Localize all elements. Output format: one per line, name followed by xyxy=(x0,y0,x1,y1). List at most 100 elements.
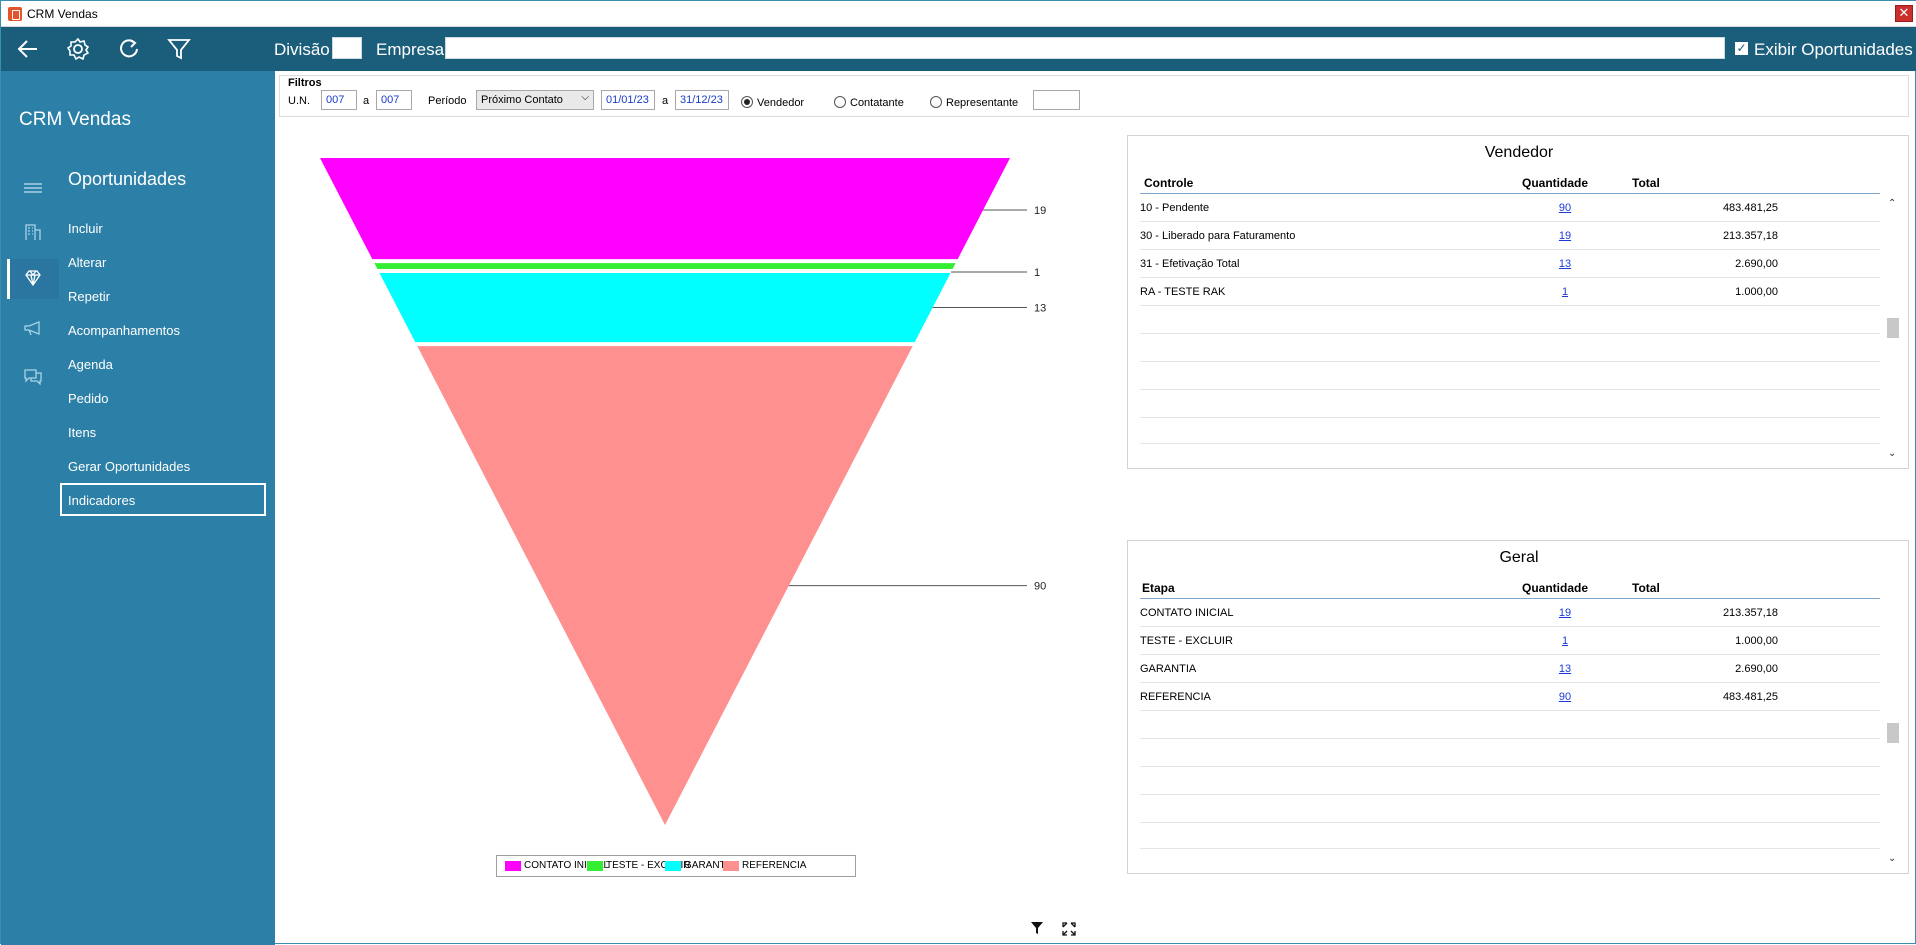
menu-icon[interactable] xyxy=(23,179,43,197)
table-row[interactable]: 31 - Efetivação Total 13 2.690,00 xyxy=(1140,250,1880,278)
legend-label-referencia: REFERENCIA xyxy=(742,860,807,871)
sidebar-item-itens[interactable]: Itens xyxy=(68,425,97,440)
vendedor-cell-total: 483.481,25 xyxy=(1722,202,1778,214)
scroll-down-icon[interactable]: ⌄ xyxy=(1888,853,1897,864)
geral-header-quantidade[interactable]: Quantidade xyxy=(1522,581,1589,595)
window-title: CRM Vendas xyxy=(27,7,98,21)
date-to-input[interactable]: 31/12/23 xyxy=(675,90,729,110)
geral-cell-quantidade-link[interactable]: 13 xyxy=(1558,663,1572,675)
sidebar-item-gerar-oportunidades[interactable]: Gerar Oportunidades xyxy=(68,459,191,474)
radio-vendedor-label: Vendedor xyxy=(757,97,805,109)
filter-icon[interactable] xyxy=(166,36,192,62)
funnel-segment-contato-inicial[interactable] xyxy=(320,158,1010,260)
radio-contatante[interactable] xyxy=(834,96,846,108)
table-row[interactable]: RA - TESTE RAK 1 1.000,00 xyxy=(1140,278,1880,306)
legend-swatch-teste-excluir xyxy=(587,861,603,871)
funnel-segment-garantia[interactable] xyxy=(379,272,951,343)
diamond-icon[interactable] xyxy=(23,269,43,287)
exibir-oportunidades-checkbox[interactable]: ✓ xyxy=(1735,41,1748,55)
chart-tools xyxy=(1031,922,1076,936)
radio-representante-label: Representante xyxy=(946,97,1019,109)
chart-legend: CONTATO INICIAL TESTE - EXCLUIR GARANTIA… xyxy=(496,855,856,877)
refresh-icon[interactable] xyxy=(116,36,142,62)
sidebar-item-agenda[interactable]: Agenda xyxy=(68,357,113,372)
filters-title: Filtros xyxy=(288,77,322,89)
sidebar-item-incluir[interactable]: Incluir xyxy=(68,221,103,236)
table-row[interactable]: 30 - Liberado para Faturamento 19 213.35… xyxy=(1140,222,1880,250)
funnel-segment-referencia[interactable] xyxy=(417,346,913,825)
divisao-label: Divisão xyxy=(274,40,330,59)
data-label: 1 xyxy=(1034,267,1040,279)
top-toolbar: Divisão Empresa ✓ Exibir Oportunidades xyxy=(1,27,1916,71)
sidebar-item-indicadores[interactable]: Indicadores xyxy=(68,493,136,508)
scroll-up-icon[interactable]: ⌃ xyxy=(1888,198,1897,209)
legend-swatch-contato-inicial xyxy=(505,861,521,871)
periodo-label: Período xyxy=(428,95,467,107)
vendedor-header-total[interactable]: Total xyxy=(1632,176,1660,190)
date-from-input[interactable]: 01/01/23 xyxy=(601,90,655,110)
sidebar-active-rail xyxy=(7,259,59,299)
vendedor-header-quantidade[interactable]: Quantidade xyxy=(1522,176,1589,190)
geral-cell-quantidade-link[interactable]: 1 xyxy=(1561,635,1569,647)
building-icon[interactable] xyxy=(23,223,43,241)
empty-row xyxy=(1140,739,1880,767)
legend-label-teste-excluir: TESTE - EXCLUIR xyxy=(606,860,691,871)
table-row[interactable]: CONTATO INICIAL 19 213.357,18 xyxy=(1140,599,1880,627)
sidebar-section-title: Oportunidades xyxy=(68,169,187,189)
table-row[interactable]: 10 - Pendente 90 483.481,25 xyxy=(1140,194,1880,222)
funnel-segment-teste-excluir[interactable] xyxy=(374,263,956,269)
gear-icon[interactable] xyxy=(65,36,91,62)
un-label: U.N. xyxy=(288,95,310,107)
expand-icon[interactable] xyxy=(1062,922,1076,936)
scroll-thumb[interactable] xyxy=(1887,723,1899,743)
radio-representante[interactable] xyxy=(930,96,942,108)
back-arrow-icon[interactable] xyxy=(15,36,41,62)
un-from-input[interactable]: 007 xyxy=(321,90,357,110)
title-bar: CRM Vendas ✕ xyxy=(1,1,1916,27)
divisao-input[interactable] xyxy=(332,37,362,59)
legend-swatch-garantia xyxy=(665,861,681,871)
table-row[interactable]: TESTE - EXCLUIR 1 1.000,00 xyxy=(1140,627,1880,655)
radio-vendedor[interactable] xyxy=(741,96,753,108)
vendedor-header-controle[interactable]: Controle xyxy=(1144,176,1194,190)
sidebar-item-pedido[interactable]: Pedido xyxy=(68,391,109,406)
un-to-input[interactable]: 007 xyxy=(376,90,412,110)
sidebar-item-acompanhamentos[interactable]: Acompanhamentos xyxy=(68,323,181,338)
empresa-label: Empresa xyxy=(376,40,445,59)
empty-row xyxy=(1140,711,1880,739)
filters-panel: Filtros U.N. 007 a 007 Período Próximo C… xyxy=(279,75,1909,117)
legend-swatch-referencia xyxy=(723,861,739,871)
sidebar-item-indicadores-selected[interactable] xyxy=(60,483,266,516)
data-label: 19 xyxy=(1034,205,1046,217)
geral-header-total[interactable]: Total xyxy=(1632,581,1660,595)
vendedor-cell-quantidade-link[interactable]: 1 xyxy=(1561,286,1569,298)
table-row[interactable]: GARANTIA 13 2.690,00 xyxy=(1140,655,1880,683)
scroll-down-icon[interactable]: ⌄ xyxy=(1888,448,1897,459)
table-row[interactable]: REFERENCIA 90 483.481,25 xyxy=(1140,683,1880,711)
radio-contatante-label: Contatante xyxy=(850,97,904,109)
chat-icon[interactable] xyxy=(23,367,43,385)
vendedor-cell-quantidade-link[interactable]: 13 xyxy=(1558,258,1572,270)
vendedor-panel-title: Vendedor xyxy=(1484,144,1554,161)
megaphone-icon[interactable] xyxy=(23,319,43,337)
scroll-thumb[interactable] xyxy=(1887,318,1899,338)
periodo-select[interactable]: Próximo Contato ⌵ xyxy=(476,90,594,110)
representante-input[interactable] xyxy=(1033,90,1080,110)
geral-scrollbar[interactable]: ⌄ xyxy=(1884,603,1902,867)
geral-panel: Geral Etapa Quantidade Total CONTATO INI… xyxy=(1127,540,1909,874)
empresa-input[interactable] xyxy=(445,37,1725,59)
funnel-filter-icon[interactable] xyxy=(1031,922,1043,934)
vendedor-scrollbar[interactable]: ⌃ ⌄ xyxy=(1884,198,1902,462)
sidebar-item-alterar[interactable]: Alterar xyxy=(68,255,107,270)
geral-cell-etapa: TESTE - EXCLUIR xyxy=(1140,635,1233,647)
vendedor-cell-quantidade-link[interactable]: 90 xyxy=(1558,202,1572,214)
geral-cell-quantidade-link[interactable]: 90 xyxy=(1558,691,1572,703)
sidebar-item-repetir[interactable]: Repetir xyxy=(68,289,110,304)
geral-header-etapa[interactable]: Etapa xyxy=(1142,581,1175,595)
close-window-button[interactable]: ✕ xyxy=(1895,5,1913,22)
legend-label-garantia: GARANTIA xyxy=(684,860,736,871)
app-logo-icon xyxy=(8,7,22,21)
geral-cell-quantidade-link[interactable]: 19 xyxy=(1558,607,1572,619)
vendedor-cell-quantidade-link[interactable]: 19 xyxy=(1558,230,1572,242)
